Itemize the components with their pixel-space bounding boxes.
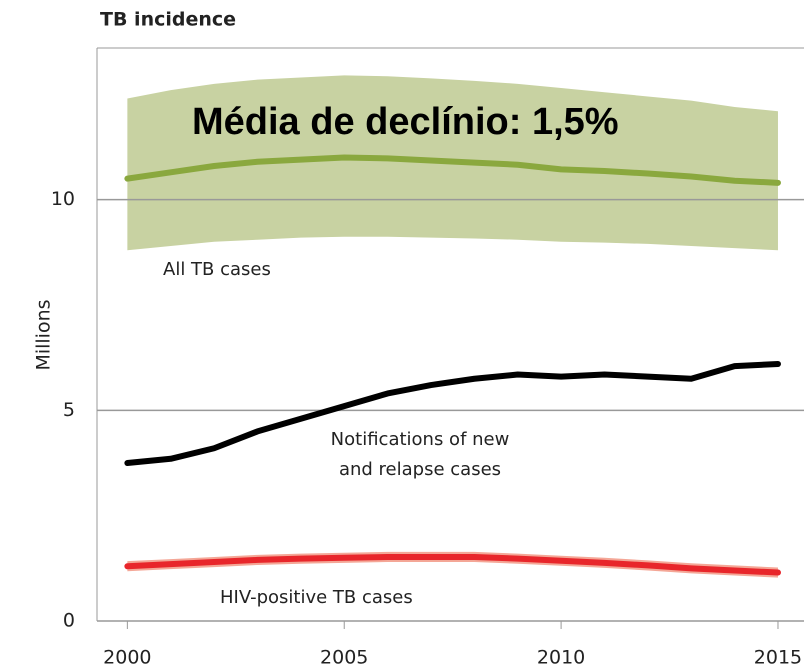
series-label: Notifications of new and relapse cases [331,429,510,480]
series-line [124,553,781,576]
series-label: HIV-positive TB cases [220,587,413,608]
y-axis-label: Millions [33,299,55,370]
bands [127,75,778,578]
y-tick-label: 10 [51,188,75,210]
annotation: Média de declínio: 1,5% [192,101,619,143]
series-label: All TB cases [163,259,271,280]
series-line [124,360,781,467]
x-tick-label: 2010 [537,647,585,669]
x-tick-label: 2015 [754,647,802,669]
y-tick-label: 0 [63,610,75,632]
x-tick-label: 2005 [320,647,368,669]
chart-title: TB incidence [100,9,236,31]
y-tick-label: 5 [63,399,75,421]
grid [96,47,804,629]
series-line [124,154,781,186]
lines [124,154,781,576]
x-tick-label: 2000 [103,647,151,669]
